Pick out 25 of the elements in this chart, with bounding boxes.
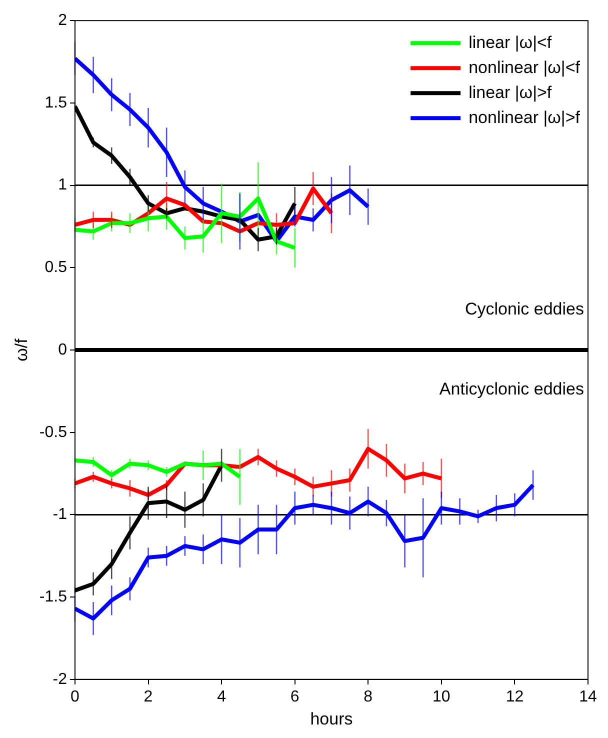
- annotation: Anticyclonic eddies: [439, 380, 584, 399]
- y-tick-label: -1: [52, 506, 68, 524]
- y-tick-label: -2: [52, 670, 68, 688]
- x-tick-label: 4: [217, 688, 226, 706]
- y-tick-label: 2: [58, 12, 68, 30]
- y-tick-label: 0: [58, 341, 68, 358]
- annotation: Cyclonic eddies: [464, 300, 584, 319]
- x-tick-label: 8: [364, 688, 373, 706]
- legend-label: linear |ω|<f: [468, 32, 552, 52]
- y-tick-label: -0.5: [39, 424, 68, 441]
- x-axis-title: hours: [310, 709, 353, 728]
- y-tick-label: 1: [58, 176, 68, 194]
- x-tick-label: 6: [290, 688, 300, 706]
- legend-label: nonlinear |ω|>f: [468, 108, 580, 127]
- x-tick-label: 12: [506, 688, 524, 706]
- x-tick-label: 10: [432, 688, 450, 706]
- legend-label: nonlinear |ω|<f: [468, 58, 580, 77]
- legend-label: linear |ω|>f: [468, 82, 552, 102]
- x-tick-label: 14: [579, 688, 597, 706]
- y-tick-label: 0.5: [44, 259, 68, 276]
- y-axis-title: ω/f: [12, 338, 31, 362]
- x-tick-label: 0: [70, 688, 80, 706]
- x-tick-label: 2: [144, 688, 153, 706]
- y-tick-label: -1.5: [39, 588, 68, 606]
- y-tick-label: 1.5: [44, 94, 68, 112]
